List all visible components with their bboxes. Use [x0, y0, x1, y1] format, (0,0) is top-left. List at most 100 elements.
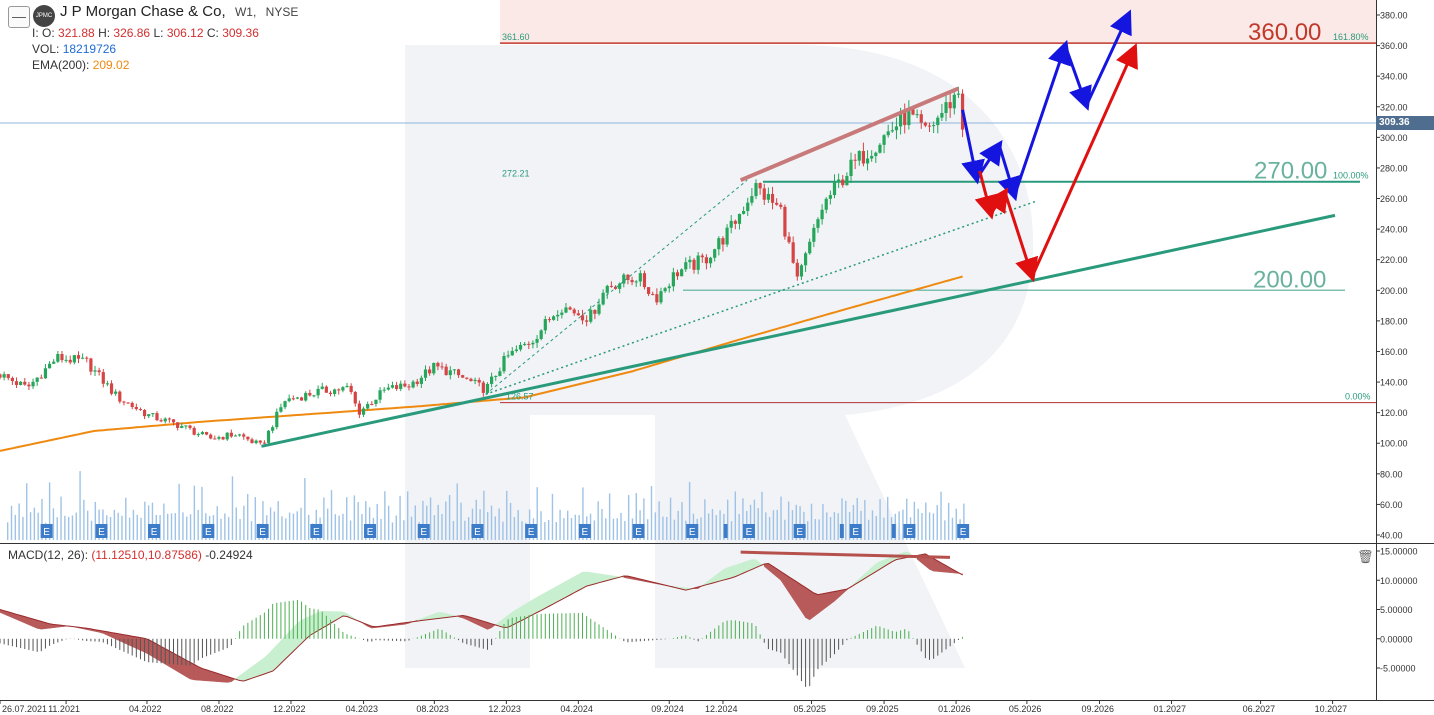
volume-bar: [380, 518, 382, 540]
candle: [510, 347, 514, 356]
candle: [134, 403, 138, 411]
candle: [394, 381, 399, 391]
level-labels: 361.60 360.00 161.80% 272.21 270.00 100.00% 20…: [502, 19, 1371, 401]
candle-body: [808, 241, 812, 254]
earnings-i-marker: [839, 524, 844, 538]
volume-bar: [193, 485, 196, 540]
volume-bar: [437, 504, 439, 540]
candle: [238, 433, 242, 437]
candle: [118, 390, 122, 404]
volume-bar: [544, 522, 546, 540]
open-label: I: O:: [32, 26, 55, 40]
time-tick-label: 05.2025: [793, 704, 826, 714]
macd-fill: [524, 601, 530, 620]
volume-bar: [125, 497, 127, 540]
candle: [328, 390, 333, 397]
macd-fill: [251, 663, 257, 679]
timeframe[interactable]: W1,: [234, 5, 257, 19]
volume-bar: [167, 513, 169, 540]
volume-bar: [506, 490, 508, 540]
candle-body: [440, 366, 444, 368]
symbol-name[interactable]: J P Morgan Chase & Co,: [60, 3, 226, 20]
volume-bar: [685, 520, 687, 540]
candle: [275, 408, 279, 430]
volume-bar: [951, 517, 954, 540]
candle: [105, 380, 110, 387]
candle-body: [890, 130, 894, 132]
volume-bar: [647, 519, 649, 540]
candle-body: [613, 286, 618, 289]
volume-bar: [216, 506, 218, 540]
candle: [799, 263, 804, 280]
candle: [254, 439, 258, 445]
candle-body: [473, 379, 477, 382]
candle: [903, 103, 907, 134]
volume-bar: [132, 509, 135, 540]
candle-body: [64, 359, 68, 361]
candle: [109, 380, 114, 396]
trash-icon[interactable]: 🗑: [1357, 549, 1374, 564]
candle-body: [192, 427, 196, 435]
candle: [242, 432, 246, 440]
candle-body: [275, 411, 279, 428]
candle-body: [407, 386, 411, 388]
volume-bar: [551, 493, 554, 540]
candle: [23, 378, 27, 386]
candle-body: [35, 377, 39, 382]
candle-body: [291, 398, 295, 400]
candle: [209, 433, 213, 440]
label-360: 360.00: [1248, 19, 1321, 46]
candle-body: [246, 436, 250, 440]
ema200-path: [0, 275, 963, 452]
candle: [353, 391, 357, 407]
volume-bar: [955, 508, 957, 540]
candle: [589, 305, 593, 324]
label-126: 126.57: [506, 392, 534, 402]
candle-body: [766, 193, 770, 200]
forecast-blue-arrow: [1063, 45, 1092, 111]
macd-fill: [284, 631, 290, 661]
volume-bar: [14, 514, 17, 540]
volume-bar: [353, 495, 356, 540]
candle-body: [60, 354, 64, 361]
candle-body: [213, 438, 217, 440]
collapse-button[interactable]: —: [8, 6, 30, 28]
candle-body: [461, 375, 465, 378]
earnings-label: E: [796, 527, 803, 538]
volume-bar: [673, 519, 676, 540]
watermark-shape: [405, 45, 1034, 668]
earnings-marker: E: [40, 524, 53, 538]
candle: [357, 400, 362, 419]
candle-body: [754, 183, 758, 197]
candle-body: [101, 372, 105, 384]
earnings-box: [957, 524, 970, 538]
chart-legend: J P Morgan Chase & Co, W1, NYSE: [60, 4, 298, 20]
candle-body: [370, 403, 374, 405]
volume-bar: [597, 501, 599, 540]
macd-fill: [140, 637, 145, 653]
candle: [337, 388, 341, 395]
volume-bar: [281, 516, 283, 540]
candle: [258, 440, 262, 445]
candle-body: [853, 159, 857, 161]
candle: [444, 363, 448, 376]
candle: [233, 434, 238, 437]
volume-bar: [555, 522, 557, 540]
volume-bar: [567, 510, 569, 540]
price-tick-label: 320.00: [1380, 102, 1408, 112]
candle-body: [171, 419, 176, 423]
volume-bar: [414, 505, 417, 540]
candle-body: [894, 126, 899, 131]
candle-body: [333, 389, 337, 395]
volume-bar: [426, 505, 428, 540]
candle-body: [147, 414, 151, 417]
candle-body: [564, 307, 568, 313]
candle: [159, 418, 163, 423]
candle: [791, 236, 795, 264]
macd-fill: [313, 611, 319, 634]
volume-bar: [7, 522, 9, 540]
candle: [407, 383, 411, 391]
candle-body: [85, 357, 89, 359]
volume-bar: [677, 510, 679, 540]
